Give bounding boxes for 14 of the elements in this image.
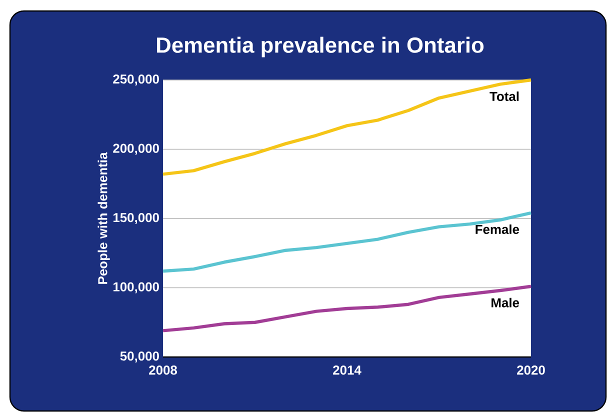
y-tick-label: 100,000	[113, 282, 159, 294]
y-tick-label: 200,000	[113, 144, 159, 155]
series-label: Male	[492, 298, 520, 308]
y-axis-title: People with dementia	[98, 152, 110, 284]
x-tick-label: 2020	[517, 366, 545, 375]
line-series	[161, 284, 533, 332]
x-tick-label: 2014	[333, 366, 362, 375]
chart-title: Dementia prevalence in Ontario	[157, 36, 484, 58]
y-tick-label: 250,000	[113, 74, 159, 86]
y-tick-label: 150,000	[113, 212, 159, 224]
series-label: Female	[476, 224, 520, 234]
y-tick-label: 50,000	[120, 351, 159, 363]
series-label: Total	[490, 92, 519, 102]
x-tick-label: 2008	[149, 366, 178, 375]
